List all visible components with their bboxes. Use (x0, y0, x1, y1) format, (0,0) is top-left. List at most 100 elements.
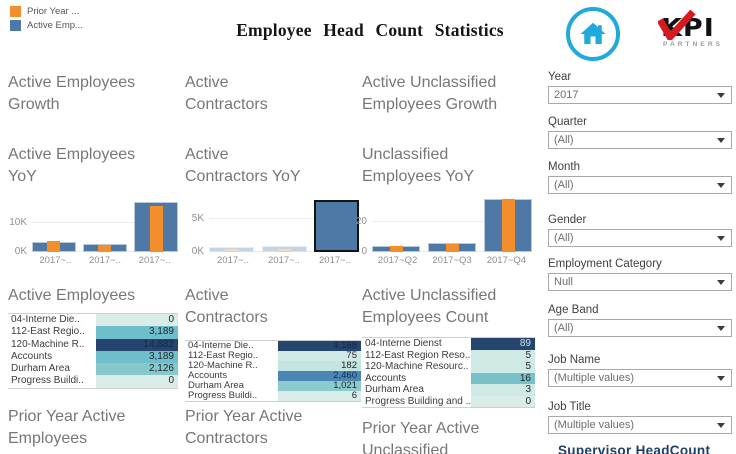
filter-dropdown-job-name[interactable]: (Multiple values) (548, 369, 732, 387)
active-employees-table: 04-Interne Die.. 0 112-East Regio.. 3,189 12… (8, 313, 178, 389)
checkmark-icon (658, 10, 696, 40)
row-label[interactable]: Progress Buildi.. (185, 391, 278, 401)
table-row[interactable]: 120-Machine Resourc.. 5 (362, 361, 535, 373)
filter-label-quarter: Quarter (548, 116, 587, 128)
filter-label-year: Year (548, 71, 572, 83)
row-value[interactable]: 3,189 (96, 350, 178, 364)
dropdown-caret-icon (717, 235, 725, 241)
table-row[interactable]: 112-East Regio.. 75 (185, 351, 361, 361)
bar-group[interactable] (484, 199, 532, 252)
bar-group[interactable] (32, 241, 76, 252)
table-row[interactable]: 112-East Regio.. 3,189 (8, 326, 178, 339)
row-label[interactable]: Durham Area (8, 363, 96, 376)
bar-group[interactable] (428, 243, 476, 252)
filter-dropdown-gender[interactable]: (All) (548, 229, 732, 247)
table-row[interactable]: Progress Buildi.. 0 (8, 375, 178, 388)
table-row[interactable]: 112-East Region Reso.. 5 (362, 349, 535, 361)
prior-year-bar[interactable] (98, 245, 112, 252)
row-value[interactable]: 2,460 (278, 371, 361, 381)
bar-group[interactable] (314, 200, 359, 252)
prior-year-bar[interactable] (445, 244, 459, 252)
row-label[interactable]: Progress Building and .. (362, 395, 471, 407)
legend-item[interactable]: Prior Year ... (10, 4, 83, 18)
table-row[interactable]: 120-Machine R.. 14,882 (8, 338, 178, 351)
row-value[interactable]: 2,126 (96, 363, 178, 376)
table-row[interactable]: Progress Buildi.. 6 (185, 391, 361, 401)
table-row[interactable]: Durham Area 1,021 (185, 381, 361, 391)
row-value[interactable]: 1,021 (278, 381, 361, 391)
prior-year-bar[interactable] (47, 241, 61, 252)
prior-year-bar[interactable] (389, 246, 403, 252)
bar-group[interactable] (134, 202, 178, 252)
prior-year-bar[interactable] (501, 199, 515, 252)
dropdown-caret-icon (717, 375, 725, 381)
row-label[interactable]: 120-Machine R.. (185, 361, 278, 371)
y-axis-tick: 20 (355, 216, 367, 227)
row-value[interactable]: 3,189 (96, 326, 178, 339)
bar-group[interactable] (83, 244, 127, 252)
heading-active-contractors-count: Active Contractors (185, 287, 268, 326)
row-value[interactable]: 4,168 (278, 341, 361, 351)
table-row[interactable]: 120-Machine R.. 182 (185, 361, 361, 371)
home-button[interactable] (566, 7, 620, 61)
row-label[interactable]: 04-Interne Die.. (8, 314, 96, 327)
prior-year-bar[interactable] (225, 249, 238, 252)
row-value[interactable]: 6 (278, 391, 361, 401)
row-label[interactable]: 04-Interne Dienst (362, 338, 471, 350)
filter-dropdown-age-band[interactable]: (All) (548, 319, 732, 337)
row-value[interactable]: 0 (96, 375, 178, 388)
filter-dropdown-employment-category[interactable]: Null (548, 273, 732, 291)
prior-year-bar[interactable] (277, 249, 291, 252)
bar-group[interactable] (209, 247, 254, 252)
row-value[interactable]: 5 (471, 349, 535, 361)
heading-active-contractors: Active Contractors (185, 74, 268, 113)
table-row[interactable]: Accounts 3,189 (8, 350, 178, 364)
heading-active-unclassified-employees-growth: Active Unclassified Employees Growth (362, 74, 498, 113)
row-label[interactable]: 120-Machine R.. (8, 338, 96, 351)
row-value[interactable]: 75 (278, 351, 361, 361)
table-row[interactable]: Durham Area 3 (362, 384, 535, 396)
active-contractors-bar[interactable] (209, 247, 254, 252)
active-contractors-bar[interactable] (261, 246, 307, 252)
table-row[interactable]: Progress Building and .. 0 (362, 395, 535, 407)
column-unclassified-employees: Active Unclassified Employees Growth Unc… (356, 0, 536, 454)
row-label[interactable]: 112-East Regio.. (185, 351, 278, 361)
row-label[interactable]: Accounts (185, 371, 278, 381)
active-contractors-table: 04-Interne Die.. 4,168 112-East Regio.. 75 1… (185, 340, 361, 402)
table-row[interactable]: Durham Area 2,126 (8, 363, 178, 376)
row-value[interactable]: 5 (471, 361, 535, 373)
filter-dropdown-year[interactable]: 2017 (548, 86, 732, 104)
row-value[interactable]: 16 (471, 372, 535, 384)
row-label[interactable]: 112-East Regio.. (8, 326, 96, 339)
table-row[interactable]: 04-Interne Die.. 0 (8, 314, 178, 327)
row-label[interactable]: Progress Buildi.. (8, 375, 96, 388)
table-row[interactable]: 04-Interne Die.. 4,168 (185, 341, 361, 351)
gridline (209, 218, 359, 219)
table-row[interactable]: 04-Interne Dienst 89 (362, 338, 535, 350)
row-label[interactable]: Accounts (362, 372, 471, 384)
filter-dropdown-quarter[interactable]: (All) (548, 131, 732, 149)
filter-dropdown-job-title[interactable]: (Multiple values) (548, 416, 732, 434)
bar-group[interactable] (372, 246, 420, 252)
row-label[interactable]: 112-East Region Reso.. (362, 349, 471, 361)
row-value[interactable]: 0 (96, 314, 178, 327)
row-label[interactable]: Durham Area (362, 384, 471, 396)
row-value[interactable]: 14,882 (96, 338, 178, 351)
row-label[interactable]: Durham Area (185, 381, 278, 391)
filter-dropdown-month[interactable]: (All) (548, 176, 732, 194)
row-value[interactable]: 89 (471, 338, 535, 350)
row-value[interactable]: 0 (471, 395, 535, 407)
prior-year-bar[interactable] (149, 206, 163, 252)
table-row[interactable]: Accounts 16 (362, 372, 535, 384)
row-label[interactable]: 04-Interne Die.. (185, 341, 278, 351)
row-value[interactable]: 182 (278, 361, 361, 371)
x-axis-label: 2017~.. (319, 255, 351, 266)
row-value[interactable]: 3 (471, 384, 535, 396)
row-label[interactable]: Accounts (8, 350, 96, 364)
table-row[interactable]: Accounts 2,460 (185, 371, 361, 381)
active-contractors-bar[interactable] (314, 200, 359, 252)
chart-x-axis: 2017~.. 2017~.. 2017~.. (209, 255, 359, 266)
row-label[interactable]: 120-Machine Resourc.. (362, 361, 471, 373)
legend-item[interactable]: Active Emp... (10, 18, 83, 32)
bar-group[interactable] (261, 246, 307, 252)
